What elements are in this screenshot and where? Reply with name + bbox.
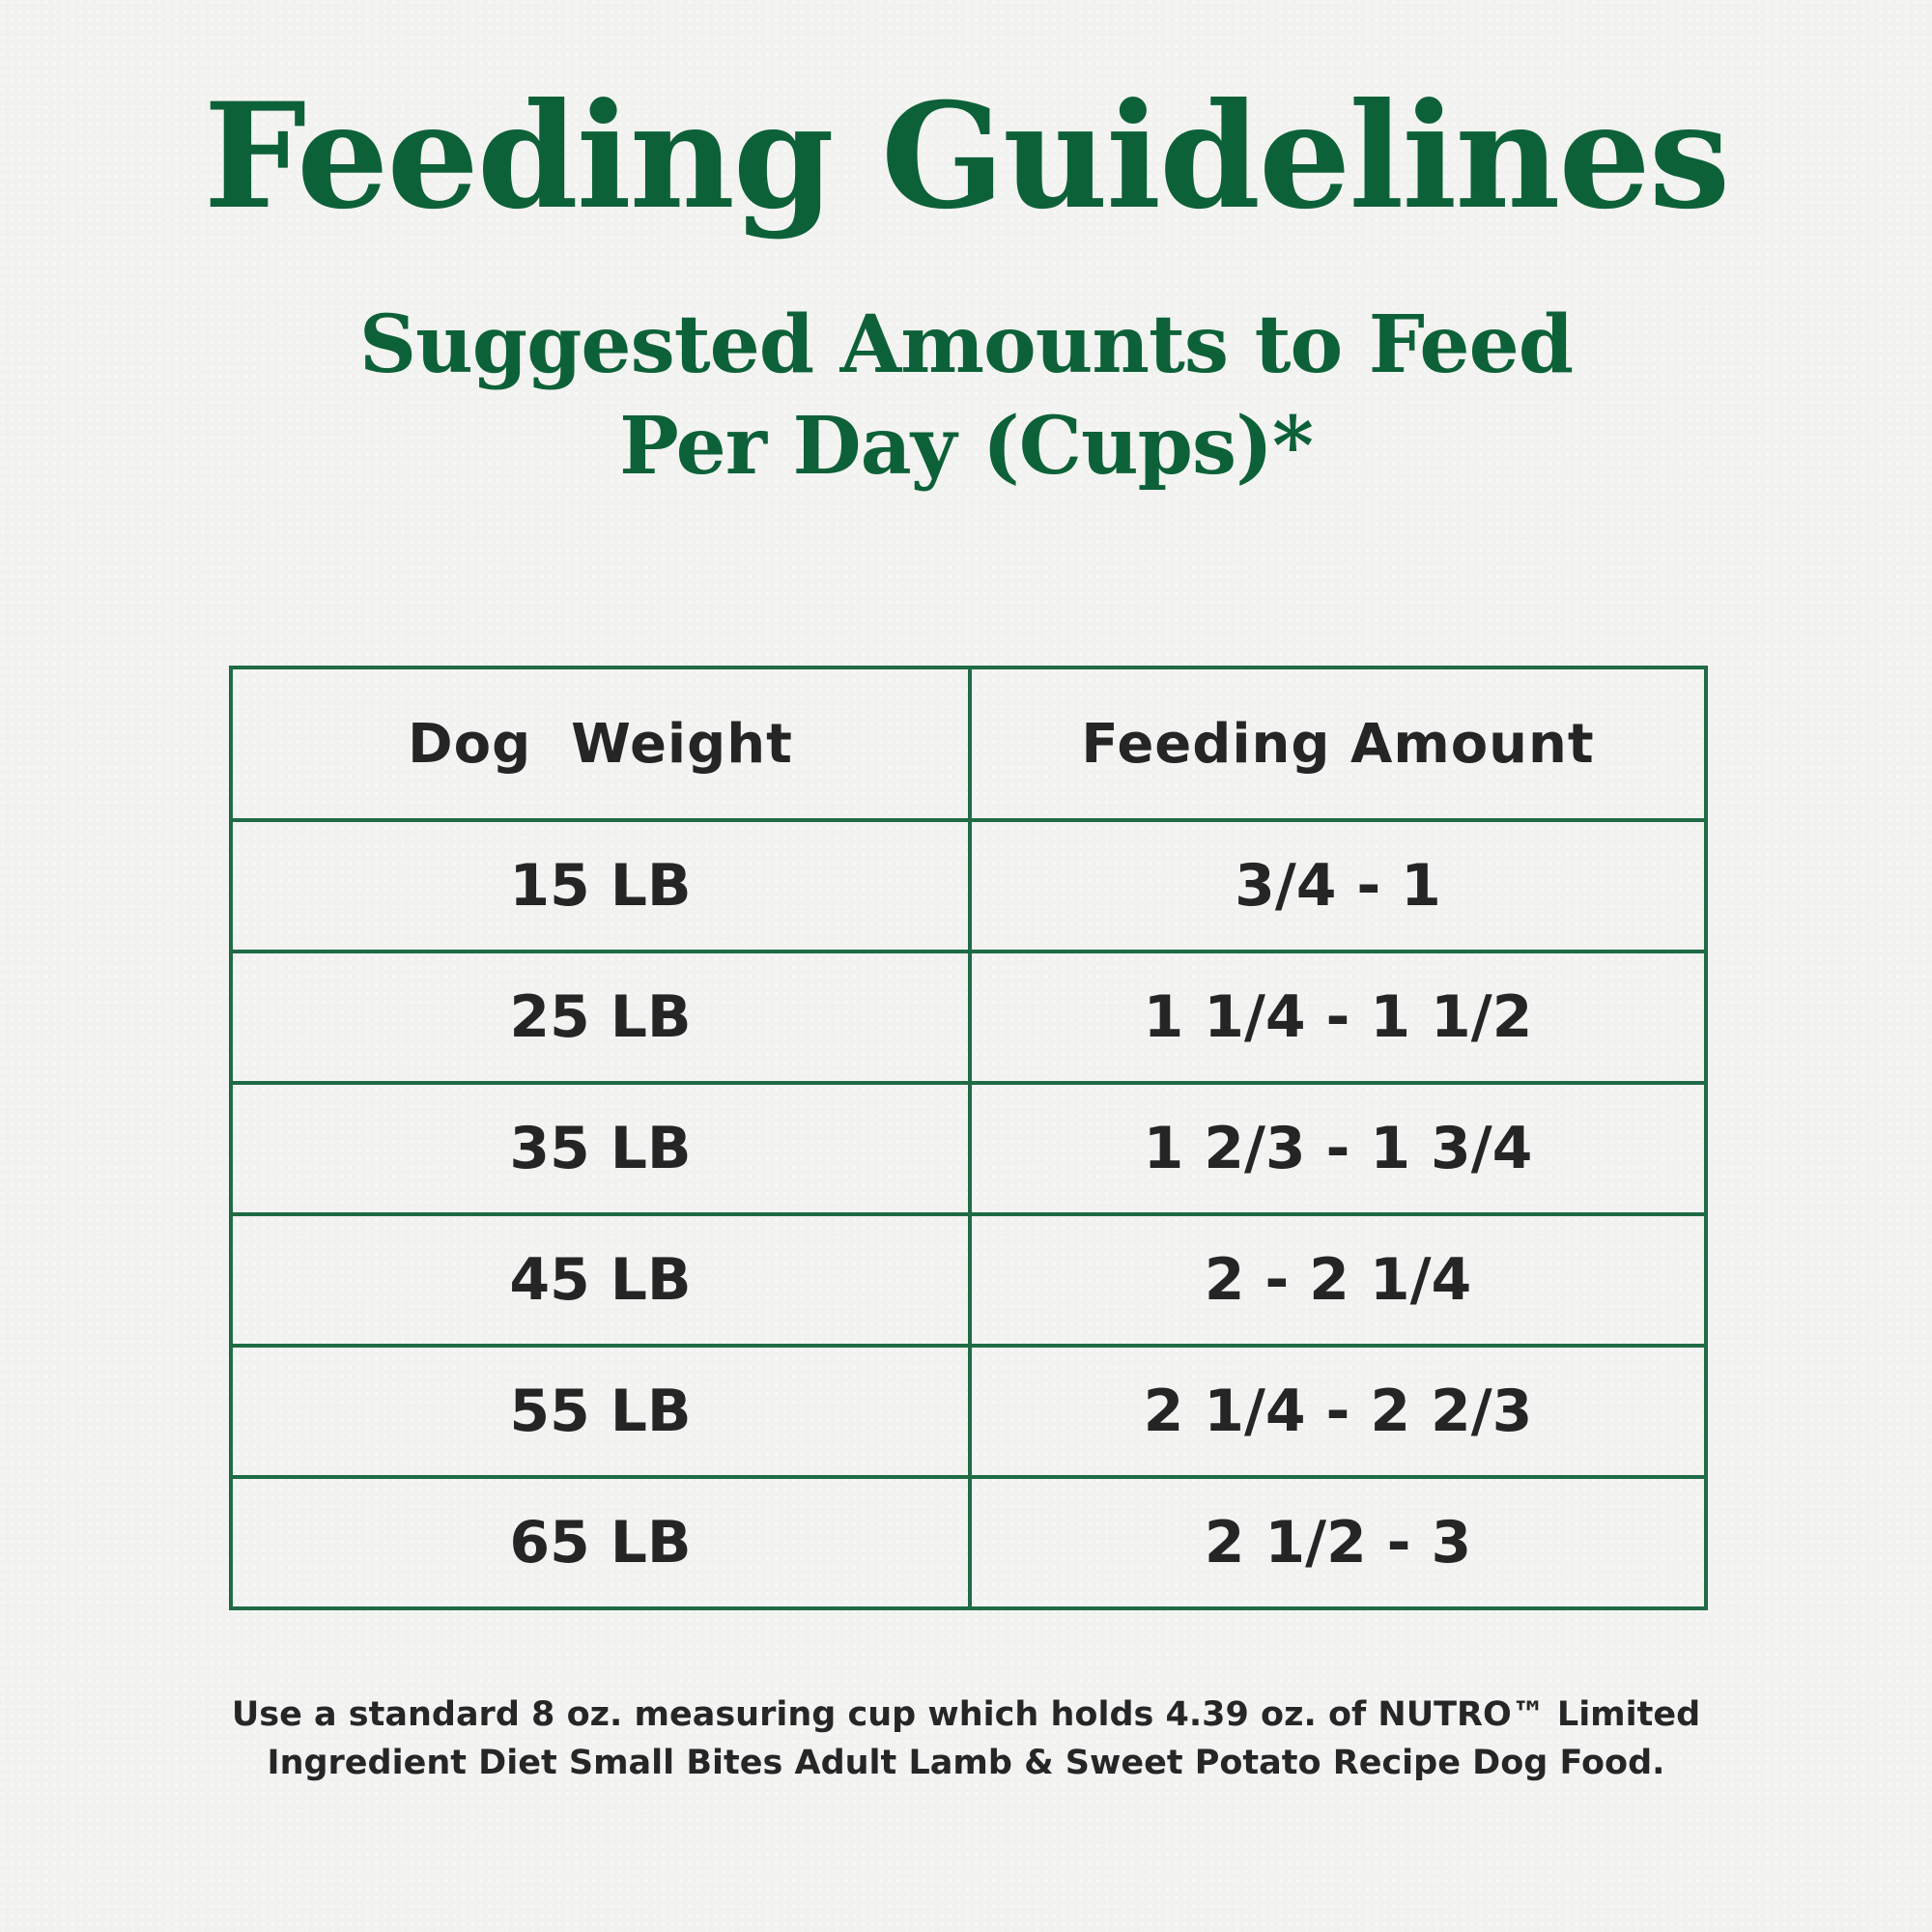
feeding-amount-cell: 2 - 2 1/4 <box>968 1212 1708 1348</box>
dog-weight-cell: 35 LB <box>229 1081 972 1216</box>
table-row: 55 LB 2 1/4 - 2 2/3 <box>229 1344 1708 1479</box>
page-title: Feeding Guidelines <box>203 71 1731 242</box>
header-feeding-amount: Feeding Amount <box>968 666 1708 822</box>
table-row: 45 LB 2 - 2 1/4 <box>229 1212 1708 1348</box>
table-row: 65 LB 2 1/2 - 3 <box>229 1475 1708 1610</box>
footnote-line-1: Use a standard 8 oz. measuring cup which… <box>231 1695 1701 1734</box>
table-row: 35 LB 1 2/3 - 1 3/4 <box>229 1081 1708 1216</box>
footnote-line-2: Ingredient Diet Small Bites Adult Lamb &… <box>267 1744 1665 1782</box>
footnote: Use a standard 8 oz. measuring cup which… <box>0 1690 1932 1787</box>
table-row: 25 LB 1 1/4 - 1 1/2 <box>229 950 1708 1085</box>
subtitle-line-1: Suggested Amounts to Feed <box>358 298 1574 391</box>
feeding-amount-cell: 1 1/4 - 1 1/2 <box>968 950 1708 1085</box>
feeding-amount-cell: 2 1/4 - 2 2/3 <box>968 1344 1708 1479</box>
subtitle-line-2: Per Day (Cups)* <box>619 400 1314 493</box>
page-subtitle: Suggested Amounts to Feed Per Day (Cups)… <box>0 295 1932 497</box>
feeding-table: Dog Weight Feeding Amount 15 LB 3/4 - 1 … <box>229 666 1708 1610</box>
header-dog-weight: Dog Weight <box>229 666 972 822</box>
feeding-amount-cell: 2 1/2 - 3 <box>968 1475 1708 1610</box>
feeding-amount-cell: 3/4 - 1 <box>968 818 1708 953</box>
table-header-row: Dog Weight Feeding Amount <box>229 666 1708 822</box>
dog-weight-cell: 45 LB <box>229 1212 972 1348</box>
table-row: 15 LB 3/4 - 1 <box>229 818 1708 953</box>
dog-weight-cell: 55 LB <box>229 1344 972 1479</box>
dog-weight-cell: 65 LB <box>229 1475 972 1610</box>
dog-weight-cell: 25 LB <box>229 950 972 1085</box>
dog-weight-cell: 15 LB <box>229 818 972 953</box>
feeding-amount-cell: 1 2/3 - 1 3/4 <box>968 1081 1708 1216</box>
